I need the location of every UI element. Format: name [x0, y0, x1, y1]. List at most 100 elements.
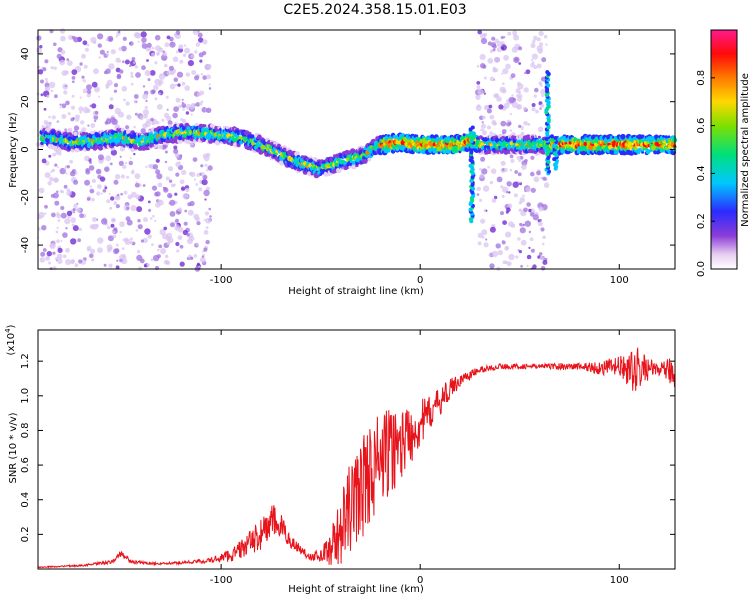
spectrogram-noise-cell: [114, 107, 122, 115]
spectrogram-noise-cell: [496, 47, 502, 53]
spectrogram-noise-cell: [61, 114, 67, 119]
spectrogram-noise-cell: [184, 209, 188, 213]
spectrogram-noise-cell: [488, 104, 493, 109]
spectrogram-noise-cell: [532, 214, 539, 221]
spectrogram-noise-cell: [44, 204, 48, 209]
spectrogram-noise-cell: [94, 86, 100, 93]
spectrogram-noise-cell: [65, 227, 68, 230]
spectrogram-noise-cell: [141, 43, 148, 49]
spectrogram-noise-cell: [185, 187, 190, 193]
spectrogram-noise-cell: [543, 34, 548, 39]
spectrogram-noise-cell: [542, 176, 547, 181]
spectrogram-noise-cell: [48, 154, 52, 158]
spectrogram-noise-cell: [183, 44, 187, 47]
spectrogram-noise-cell: [519, 181, 522, 184]
spectrogram-noise-cell: [140, 31, 147, 38]
spectrogram-noise-cell: [531, 107, 536, 112]
spectrogram-noise-cell: [144, 106, 148, 110]
spectrogram-noise-cell: [71, 94, 75, 98]
spectrogram-noise-cell: [491, 36, 496, 41]
spectrogram-noise-cell: [79, 213, 84, 219]
spectrogram-noise-cell: [105, 155, 112, 162]
spectrogram-noise-cell: [140, 239, 144, 243]
spectrogram-noise-cell: [200, 172, 205, 177]
chart-title: C2E5.2024.358.15.01.E03: [283, 2, 467, 18]
spectrogram-noise-cell: [172, 56, 179, 63]
spectrogram-noise-cell: [502, 68, 509, 75]
spectrogram-ridge-cell: [537, 135, 541, 139]
spectrogram-noise-cell: [169, 199, 176, 206]
spectrogram-noise-cell: [86, 89, 92, 95]
spectrogram-noise-cell: [487, 57, 494, 64]
colorbar-tick-label: 0.0: [696, 261, 707, 277]
spectrogram-ridge-cell: [218, 127, 222, 131]
spectrogram-x-label: Height of straight line (km): [288, 286, 424, 297]
spectrogram-noise-cell: [159, 47, 162, 50]
spectrogram-noise-cell: [121, 260, 125, 264]
spectrogram-noise-cell: [534, 87, 539, 93]
spectrogram-noise-cell: [115, 265, 120, 270]
spectrogram-noise-cell: [68, 35, 74, 40]
spectrogram-noise-cell: [109, 97, 114, 101]
spectrogram-noise-cell: [146, 42, 152, 48]
spectrogram-noise-cell: [124, 59, 130, 65]
spectrogram-noise-cell: [44, 82, 50, 88]
spectrogram-ridge-cell: [77, 141, 82, 146]
spectrogram-noise-cell: [116, 74, 122, 80]
spectrogram-noise-cell: [189, 142, 194, 147]
spectrogram-noise-cell: [133, 94, 139, 99]
spectrogram-noise-cell: [65, 247, 70, 253]
spectrogram-noise-cell: [130, 74, 134, 78]
spectrogram-noise-cell: [206, 63, 212, 69]
spectrogram-noise-cell: [186, 233, 190, 237]
colorbar-tick-label: 0.6: [696, 118, 707, 134]
spectrogram-noise-cell: [203, 229, 209, 235]
spectrogram-noise-cell: [64, 218, 71, 225]
spectrogram-noise-cell: [57, 166, 59, 169]
spectrogram-noise-cell: [206, 74, 212, 80]
spectrogram-noise-cell: [41, 158, 47, 164]
spectrogram-noise-cell: [475, 105, 482, 111]
spectrogram-noise-cell: [487, 165, 490, 169]
spectrogram-noise-cell: [48, 115, 51, 119]
spectrogram-noise-cell: [86, 93, 92, 98]
spectrogram-noise-cell: [152, 164, 159, 170]
spectrogram-noise-cell: [148, 164, 152, 168]
spectrogram-ridge-cell: [237, 130, 240, 134]
spectrogram-noise-cell: [501, 46, 505, 50]
spectrogram-ridge-cell: [73, 132, 78, 136]
spectrogram-noise-cell: [42, 248, 47, 252]
spectrogram-noise-cell: [517, 172, 522, 177]
spectrogram-noise-cell: [205, 239, 210, 245]
spectrogram-noise-cell: [516, 104, 521, 109]
spectrogram-noise-cell: [96, 184, 102, 190]
spectrogram-noise-cell: [59, 59, 65, 66]
spectrogram-ridge-cell: [662, 135, 665, 138]
spectrogram-noise-cell: [170, 71, 175, 76]
spectrogram-noise-cell: [482, 115, 486, 120]
spectrogram-noise-cell: [119, 155, 122, 158]
spectrogram-ridge-cell: [147, 130, 151, 133]
spectrogram-noise-cell: [177, 226, 184, 233]
spectrogram-noise-cell: [59, 28, 66, 34]
spectrogram-noise-cell: [56, 212, 60, 216]
spectrogram-noise-cell: [86, 108, 91, 114]
spectrogram-noise-cell: [91, 178, 96, 184]
spectrogram-noise-cell: [199, 59, 203, 63]
spectrogram-noise-cell: [61, 103, 67, 109]
spectrogram-noise-cell: [137, 224, 143, 230]
spectrogram-noise-cell: [92, 217, 97, 222]
spectrogram-noise-cell: [199, 256, 206, 263]
spectrogram-noise-cell: [54, 177, 59, 183]
spectrogram-noise-cell: [86, 197, 91, 201]
spectrogram-noise-cell: [162, 52, 167, 57]
spectrogram-noise-cell: [56, 53, 62, 59]
spectrogram-noise-cell: [180, 186, 186, 191]
spectrogram-noise-cell: [154, 34, 161, 41]
spectrogram-noise-cell: [497, 249, 503, 256]
snr-x-label: Height of straight line (km): [288, 584, 424, 595]
spectrogram-noise-cell: [155, 202, 161, 208]
spectrogram-ridge-cell: [608, 144, 613, 150]
spectrogram-noise-cell: [168, 65, 174, 71]
spectrogram-noise-cell: [133, 125, 136, 129]
